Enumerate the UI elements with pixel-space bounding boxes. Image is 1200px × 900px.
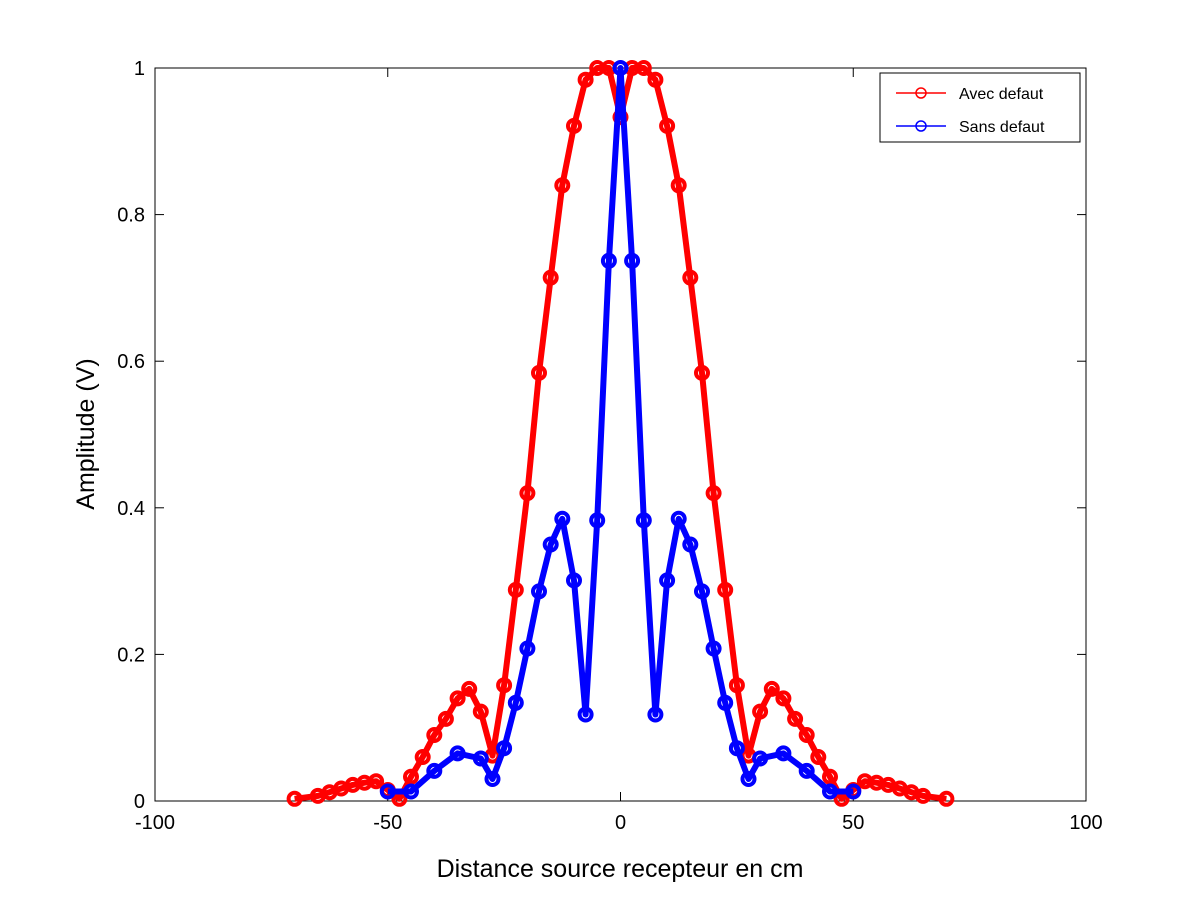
data-point: [531, 583, 547, 600]
legend-box: [879, 72, 1081, 143]
data-point: [694, 583, 710, 600]
data-point: [659, 572, 676, 589]
data-point: [775, 745, 792, 762]
data-point: [496, 740, 513, 757]
data-point: [752, 750, 769, 767]
data-point: [612, 60, 629, 76]
data-point: [379, 783, 396, 800]
data-point: [635, 60, 652, 76]
data-point: [403, 783, 419, 800]
x-axis-label: Distance source recepteur en cm: [437, 855, 804, 883]
data-point: [426, 727, 443, 743]
data-point: [577, 706, 594, 723]
series-sans-defaut: [379, 60, 862, 800]
x-tick-label: 100: [1069, 812, 1102, 834]
data-point: [542, 269, 559, 286]
data-point: [740, 771, 757, 787]
y-tick-label: 0.6: [117, 351, 145, 373]
series-layer: [286, 60, 955, 807]
data-point: [437, 710, 454, 727]
data-point: [600, 252, 617, 269]
data-point: [519, 485, 536, 502]
data-point: [507, 581, 524, 598]
data-point: [507, 694, 524, 711]
data-point: [647, 71, 664, 88]
y-tick-label: 0.8: [117, 205, 145, 227]
data-point: [694, 364, 710, 381]
y-axis-label: Amplitude (V): [72, 358, 100, 509]
data-point: [798, 762, 815, 779]
data-point: [822, 768, 838, 785]
data-point: [787, 710, 804, 727]
data-point: [531, 364, 547, 381]
data-point: [670, 510, 687, 527]
x-tick-label: 0: [615, 812, 626, 834]
y-tick-label: 0.4: [117, 498, 145, 520]
data-point: [484, 771, 501, 787]
data-point: [472, 703, 489, 720]
data-point: [728, 740, 745, 757]
legend: Avec defaut Sans defaut: [879, 72, 1081, 143]
data-point: [845, 783, 862, 800]
data-point: [717, 581, 734, 598]
data-point: [682, 536, 699, 553]
data-point: [449, 690, 466, 707]
data-point: [682, 269, 699, 286]
legend-entry-label: Sans defaut: [959, 119, 1045, 136]
data-point: [647, 706, 664, 723]
x-tick-label: 50: [842, 812, 864, 834]
data-point: [566, 117, 582, 134]
data-point: [752, 703, 769, 720]
data-point: [763, 680, 780, 697]
data-point: [915, 787, 932, 804]
data-point: [554, 177, 571, 194]
data-point: [589, 512, 606, 529]
data-point: [286, 790, 303, 807]
data-point: [577, 71, 594, 88]
data-point: [635, 512, 652, 529]
legend-swatch-marker: [915, 87, 927, 99]
legend-entry-label: Avec defaut: [959, 86, 1044, 103]
data-point: [461, 680, 478, 697]
data-point: [554, 510, 571, 527]
data-point: [728, 677, 745, 694]
data-point: [368, 773, 385, 790]
series-line: [387, 65, 854, 795]
plot-area: [154, 67, 1087, 802]
data-point: [566, 572, 582, 589]
x-tick-label: -50: [373, 812, 402, 834]
legend-swatch-marker: [915, 120, 927, 132]
data-point: [426, 762, 443, 779]
data-point: [624, 252, 641, 269]
x-tick-label: -100: [135, 812, 175, 834]
data-point: [705, 640, 722, 657]
data-point: [938, 790, 955, 807]
data-point: [822, 783, 838, 800]
data-point: [717, 694, 734, 711]
data-point: [414, 749, 431, 765]
data-point: [670, 177, 687, 194]
data-point: [449, 745, 466, 762]
y-tick-label: 1: [134, 58, 145, 80]
axis-ticks: -100 -50 0 50 100 0 0.2 0.4 0.6 0.8 1: [117, 58, 1103, 834]
data-point: [659, 117, 676, 134]
data-point: [798, 727, 815, 743]
data-point: [519, 640, 536, 657]
data-point: [542, 536, 559, 553]
data-point: [705, 485, 722, 502]
data-point: [810, 749, 827, 765]
data-point: [472, 750, 489, 767]
data-point: [775, 690, 792, 707]
data-point: [403, 768, 419, 785]
data-point: [496, 677, 513, 694]
y-tick-label: 0: [134, 791, 145, 813]
y-tick-label: 0.2: [117, 644, 145, 666]
